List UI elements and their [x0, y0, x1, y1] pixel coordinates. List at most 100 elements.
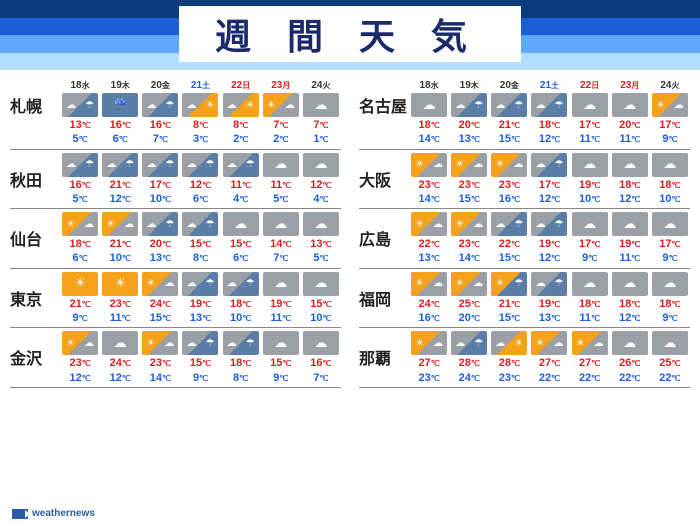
temp-low: 11℃	[570, 132, 610, 146]
temp-high: 16℃	[301, 356, 341, 370]
weather-icon	[263, 93, 299, 117]
temp-low: 9℃	[60, 311, 100, 325]
temp-high: 16℃	[60, 178, 100, 192]
day-cell: 24火7℃1℃	[301, 79, 341, 147]
weather-icon	[491, 93, 527, 117]
day-cell: 19木16℃6℃	[100, 79, 140, 147]
temp-high: 15℃	[301, 297, 341, 311]
temp-low: 11℃	[610, 132, 650, 146]
temp-low: 9℃	[261, 371, 301, 385]
temp-low: 15℃	[489, 251, 529, 265]
weather-icon	[531, 272, 567, 296]
weather-icon	[62, 93, 98, 117]
temp-low: 11℃	[100, 311, 140, 325]
city-block: 仙台18℃6℃21℃10℃20℃13℃15℃8℃15℃6℃14℃7℃13℃5℃	[10, 209, 341, 269]
temp-high: 20℃	[610, 118, 650, 132]
temp-high: 26℃	[610, 356, 650, 370]
weather-icon	[612, 272, 648, 296]
day-cell: 20金21℃15℃	[489, 79, 529, 147]
day-cell: 27℃22℃	[570, 331, 610, 385]
day-cell: 23月20℃11℃	[610, 79, 650, 147]
weather-icon	[531, 331, 567, 355]
days-row: 18℃6℃21℃10℃20℃13℃15℃8℃15℃6℃14℃7℃13℃5℃	[60, 212, 341, 266]
temp-high: 22℃	[489, 237, 529, 251]
day-cell: 15℃9℃	[180, 331, 220, 385]
weather-icon	[491, 272, 527, 296]
temp-low: 10℃	[100, 251, 140, 265]
date-header: 22日	[570, 79, 610, 92]
day-cell: 17℃9℃	[570, 212, 610, 266]
footer-brand: weathernews	[12, 508, 95, 519]
forecast-grid: 札幌18水13℃5℃19木16℃6℃20金16℃7℃21土8℃3℃22日8℃2℃…	[0, 70, 700, 388]
date-header: 18水	[409, 79, 449, 92]
temp-low: 9℃	[570, 251, 610, 265]
weather-icon	[612, 93, 648, 117]
day-cell: 19℃11℃	[261, 272, 301, 326]
temp-high: 16℃	[100, 118, 140, 132]
day-cell: 21℃12℃	[100, 153, 140, 207]
temp-high: 15℃	[221, 237, 261, 251]
weather-icon	[263, 331, 299, 355]
temp-high: 27℃	[409, 356, 449, 370]
city-block: 秋田16℃5℃21℃12℃17℃10℃12℃6℃11℃4℃11℃5℃12℃4℃	[10, 150, 341, 210]
weather-icon	[303, 93, 339, 117]
day-cell: 18℃6℃	[60, 212, 100, 266]
temp-high: 27℃	[529, 356, 569, 370]
day-cell: 13℃5℃	[301, 212, 341, 266]
date-header: 19木	[100, 79, 140, 92]
temp-low: 14℃	[409, 192, 449, 206]
weather-icon	[451, 272, 487, 296]
day-cell: 23℃14℃	[449, 212, 489, 266]
day-cell: 24℃15℃	[140, 272, 180, 326]
city-block: 広島22℃13℃23℃14℃22℃15℃19℃12℃17℃9℃19℃11℃17℃…	[359, 209, 690, 269]
day-cell: 25℃22℃	[650, 331, 690, 385]
day-cell: 16℃7℃	[301, 331, 341, 385]
weather-icon	[223, 153, 259, 177]
weather-icon	[263, 153, 299, 177]
temp-high: 14℃	[261, 237, 301, 251]
day-cell: 18℃12℃	[610, 272, 650, 326]
weather-icon	[142, 93, 178, 117]
temp-high: 21℃	[100, 237, 140, 251]
day-cell: 19℃11℃	[610, 212, 650, 266]
city-name: 那覇	[359, 331, 409, 369]
weather-icon	[263, 212, 299, 236]
temp-high: 21℃	[60, 297, 100, 311]
temp-high: 11℃	[221, 178, 261, 192]
weather-icon	[411, 331, 447, 355]
date-header: 20金	[489, 79, 529, 92]
city-name: 秋田	[10, 153, 60, 191]
day-cell: 28℃24℃	[449, 331, 489, 385]
days-row: 18水13℃5℃19木16℃6℃20金16℃7℃21土8℃3℃22日8℃2℃23…	[60, 79, 341, 147]
temp-high: 21℃	[489, 118, 529, 132]
temp-low: 22℃	[529, 371, 569, 385]
temp-high: 13℃	[301, 237, 341, 251]
temp-high: 18℃	[610, 297, 650, 311]
temp-low: 5℃	[261, 192, 301, 206]
temp-low: 11℃	[261, 311, 301, 325]
temp-high: 12℃	[180, 178, 220, 192]
weather-icon	[451, 212, 487, 236]
temp-low: 9℃	[650, 251, 690, 265]
day-cell: 22℃13℃	[409, 212, 449, 266]
weather-icon	[491, 331, 527, 355]
day-cell: 26℃22℃	[610, 331, 650, 385]
weather-icon	[223, 272, 259, 296]
temp-high: 18℃	[570, 297, 610, 311]
temp-high: 22℃	[409, 237, 449, 251]
city-name: 広島	[359, 212, 409, 250]
days-row: 23℃12℃24℃12℃23℃14℃15℃9℃18℃8℃15℃9℃16℃7℃	[60, 331, 341, 385]
weather-icon	[102, 331, 138, 355]
temp-low: 12℃	[529, 192, 569, 206]
temp-low: 22℃	[610, 371, 650, 385]
temp-high: 20℃	[140, 237, 180, 251]
weather-icon	[303, 212, 339, 236]
weather-icon	[652, 93, 688, 117]
city-block: 名古屋18水18℃14℃19木20℃13℃20金21℃15℃21土18℃12℃2…	[359, 76, 690, 150]
temp-low: 13℃	[140, 251, 180, 265]
temp-low: 14℃	[140, 371, 180, 385]
temp-low: 8℃	[180, 251, 220, 265]
day-cell: 12℃4℃	[301, 153, 341, 207]
weather-icon	[531, 153, 567, 177]
temp-low: 6℃	[221, 251, 261, 265]
